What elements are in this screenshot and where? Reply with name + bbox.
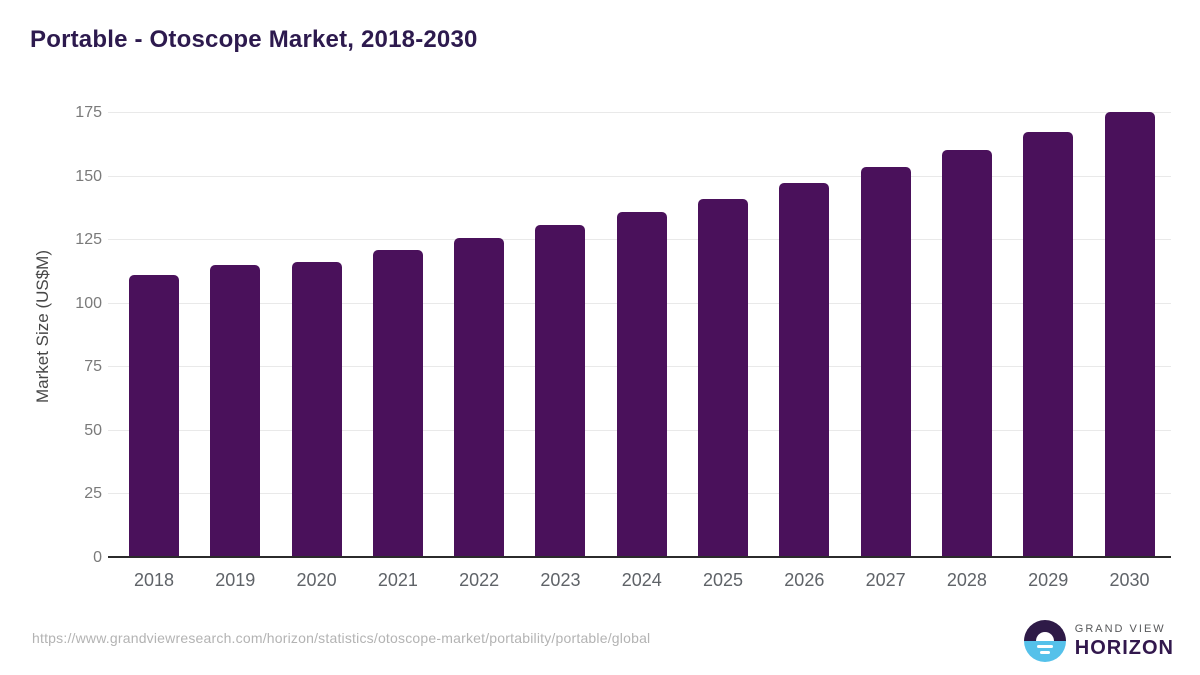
x-tick-label: 2028 — [946, 570, 987, 590]
bar-2024 — [616, 212, 667, 558]
y-axis-title-text: Market Size (US$M) — [33, 249, 52, 404]
y-tick-label: 75 — [84, 358, 102, 376]
y-tick-label: 150 — [75, 167, 102, 185]
x-tick-label: 2029 — [1028, 570, 1069, 590]
bar-2020 — [291, 261, 342, 558]
y-tick-label: 0 — [93, 549, 102, 566]
bar-2019 — [210, 265, 261, 558]
bar-2023 — [535, 224, 586, 558]
chart-title: Portable - Otoscope Market, 2018-2030 — [30, 26, 478, 53]
logo-wordmark: GRAND VIEW HORIZON — [1075, 623, 1174, 660]
bar-2026 — [779, 182, 830, 558]
horizon-sun-icon — [1023, 620, 1066, 662]
x-tick-label: 2030 — [1109, 570, 1150, 590]
bar-2029 — [1023, 131, 1074, 558]
bar-2027 — [860, 167, 911, 558]
y-tick-label: 25 — [84, 485, 102, 503]
logo-reflection-line — [1039, 651, 1050, 654]
y-tick-label: 125 — [75, 231, 102, 249]
bar-2028 — [941, 149, 992, 558]
y-tick-label: 50 — [84, 421, 102, 439]
bar-2021 — [372, 249, 423, 558]
source-url: https://www.grandviewresearch.com/horizo… — [32, 630, 651, 646]
logo-grand-view-text: GRAND VIEW — [1074, 622, 1166, 635]
y-tick-label: 100 — [75, 294, 102, 312]
x-tick-label: 2021 — [377, 570, 418, 590]
x-tick-label: 2020 — [296, 570, 337, 590]
gridline — [108, 175, 1171, 177]
gridline — [108, 112, 1171, 113]
x-tick-label: 2019 — [215, 570, 256, 590]
y-tick-label: 175 — [75, 104, 102, 121]
x-tick-label: 2027 — [865, 570, 906, 590]
bar-2018 — [129, 275, 179, 558]
logo-horizon-text: HORIZON — [1074, 636, 1174, 659]
bar-2022 — [454, 237, 505, 558]
x-tick-label: 2026 — [784, 570, 825, 590]
grand-view-horizon-logo: GRAND VIEW HORIZON — [1023, 620, 1174, 662]
plot-area — [108, 95, 1171, 558]
x-tick-label: 2025 — [703, 570, 744, 590]
x-tick-label: 2018 — [133, 570, 175, 590]
bar-2030 — [1104, 111, 1155, 558]
logo-sky-half — [1023, 620, 1066, 641]
logo-reflection-line — [1036, 645, 1053, 648]
x-tick-label: 2023 — [540, 570, 581, 590]
x-tick-label: 2022 — [459, 570, 500, 590]
logo-sun-shape — [1035, 632, 1054, 641]
x-axis-line — [108, 556, 1171, 558]
bar-2025 — [698, 198, 749, 558]
x-tick-label: 2024 — [621, 570, 662, 590]
